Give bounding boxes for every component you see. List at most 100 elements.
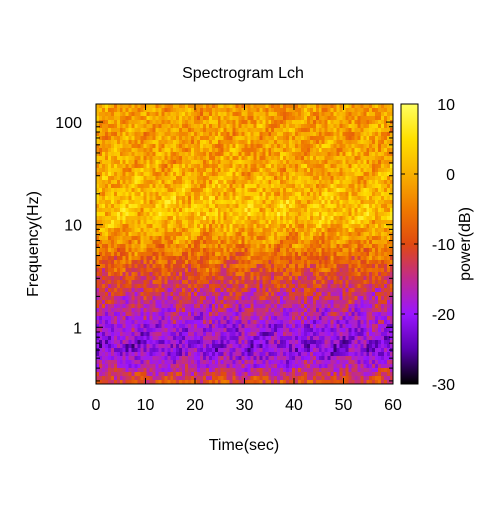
heatmap-cell [149, 192, 154, 197]
heatmap-cell [101, 200, 106, 205]
heatmap-cell [104, 280, 109, 285]
heatmap-cell [241, 268, 246, 273]
heatmap-cell [137, 104, 142, 109]
heatmap-cell [96, 208, 100, 213]
heatmap-cell [110, 292, 115, 297]
heatmap-cell [387, 212, 391, 217]
heatmap-cell [140, 288, 145, 293]
heatmap-cell [182, 128, 186, 133]
heatmap-cell [286, 164, 290, 169]
heatmap-cell [140, 160, 145, 165]
heatmap-cell [297, 108, 302, 113]
heatmap-cell [303, 292, 308, 297]
heatmap-cell [96, 244, 100, 249]
heatmap-cell [339, 116, 344, 121]
heatmap-cell [294, 148, 299, 153]
heatmap-cell [128, 180, 133, 185]
heatmap-cell [119, 172, 124, 177]
heatmap-cell [164, 208, 168, 213]
heatmap-cell [271, 160, 275, 165]
heatmap-cell [182, 260, 186, 265]
heatmap-cell [214, 140, 219, 145]
heatmap-cell [342, 172, 347, 177]
heatmap-cell [327, 112, 332, 117]
heatmap-cell [274, 232, 278, 237]
heatmap-cell [283, 220, 287, 225]
heatmap-cell [262, 144, 266, 149]
heatmap-cell [202, 132, 207, 137]
heatmap-cell [185, 296, 189, 301]
heatmap-cell [244, 264, 249, 269]
heatmap-cell [327, 148, 332, 153]
heatmap-cell [265, 264, 269, 269]
heatmap-cell [122, 132, 127, 137]
heatmap-cell [137, 240, 142, 245]
heatmap-cell [185, 172, 189, 177]
heatmap-cell [205, 180, 210, 185]
heatmap-cell [303, 164, 308, 169]
heatmap-cell [280, 116, 284, 121]
heatmap-cell [262, 300, 266, 305]
heatmap-cell [137, 276, 142, 281]
heatmap-cell [113, 204, 118, 209]
heatmap-cell [196, 256, 201, 261]
heatmap-cell [134, 148, 139, 153]
heatmap-cell [390, 264, 393, 269]
heatmap-cell [333, 268, 338, 273]
heatmap-cell [274, 276, 278, 281]
heatmap-cell [179, 120, 183, 125]
heatmap-cell [173, 204, 177, 209]
heatmap-cell [283, 196, 287, 201]
heatmap-cell [128, 256, 133, 261]
heatmap-cell [274, 136, 278, 141]
heatmap-cell [152, 208, 156, 213]
heatmap-cell [375, 216, 379, 221]
heatmap-cell [357, 176, 361, 181]
heatmap-cell [125, 212, 130, 217]
heatmap-cell [220, 288, 225, 293]
heatmap-cell [277, 144, 281, 149]
heatmap-cell [149, 264, 154, 269]
heatmap-cell [226, 124, 231, 129]
heatmap-cell [309, 292, 314, 297]
heatmap-cell [101, 168, 106, 173]
heatmap-cell [122, 172, 127, 177]
heatmap-cell [348, 208, 353, 213]
heatmap-cell [149, 200, 154, 205]
heatmap-cell [125, 104, 130, 109]
heatmap-cell [220, 168, 225, 173]
heatmap-cell [381, 160, 385, 165]
heatmap-cell [342, 244, 347, 249]
heatmap-cell [196, 220, 201, 225]
heatmap-cell [271, 292, 275, 297]
heatmap-cell [125, 152, 130, 157]
heatmap-cell [303, 104, 308, 109]
heatmap-cell [330, 124, 335, 129]
heatmap-cell [339, 120, 344, 125]
heatmap-cell [300, 112, 305, 117]
heatmap-cell [205, 140, 210, 145]
heatmap-cell [253, 180, 257, 185]
heatmap-cell [306, 172, 311, 177]
heatmap-cell [137, 112, 142, 117]
heatmap-cell [107, 220, 112, 225]
heatmap-cell [235, 144, 240, 149]
heatmap-cell [214, 152, 219, 157]
heatmap-cell [241, 212, 246, 217]
heatmap-cell [176, 168, 180, 173]
heatmap-cell [372, 176, 376, 181]
heatmap-cell [330, 260, 335, 265]
heatmap-cell [134, 296, 139, 301]
heatmap-cell [214, 284, 219, 289]
heatmap-cell [196, 128, 201, 133]
heatmap-cell [191, 104, 195, 109]
heatmap-cell [107, 180, 112, 185]
heatmap-cell [170, 204, 174, 209]
heatmap-cell [235, 156, 240, 161]
heatmap-cell [244, 280, 249, 285]
heatmap-cell [196, 112, 201, 117]
heatmap-cell [161, 160, 165, 165]
heatmap-cell [333, 160, 338, 165]
heatmap-cell [188, 268, 192, 273]
heatmap-cell [283, 160, 287, 165]
